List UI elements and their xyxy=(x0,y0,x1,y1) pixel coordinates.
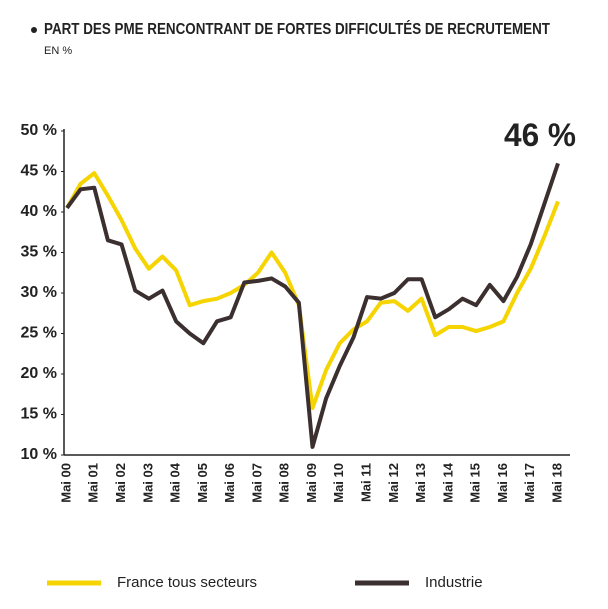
y-tick-label: 25 % xyxy=(21,325,57,342)
x-tick-label: Mai 17 xyxy=(522,463,537,503)
x-tick-label: Mai 01 xyxy=(86,463,101,503)
x-tick-label: Mai 11 xyxy=(358,463,373,502)
y-tick-label: 15 % xyxy=(21,406,57,423)
x-tick-label: Mai 10 xyxy=(331,463,346,503)
x-tick-label: Mai 06 xyxy=(222,463,237,503)
x-tick-label: Mai 15 xyxy=(468,463,483,503)
x-tick-label: Mai 13 xyxy=(413,463,428,503)
y-tick-label: 20 % xyxy=(21,365,57,382)
chart-subtitle: EN % xyxy=(44,45,72,57)
annotation: 46 % xyxy=(504,117,576,153)
x-tick-label: Mai 12 xyxy=(386,463,401,503)
series-line xyxy=(65,171,560,411)
y-tick-label: 40 % xyxy=(21,203,57,220)
x-tick-label: Mai 08 xyxy=(277,463,292,503)
legend-label: France tous secteurs xyxy=(117,574,257,591)
title-bullet xyxy=(31,27,37,33)
x-tick-label: Mai 14 xyxy=(440,462,455,503)
y-tick-label: 10 % xyxy=(21,446,57,463)
y-tick-label: 50 % xyxy=(21,122,57,139)
x-tick-label: Mai 18 xyxy=(549,463,564,503)
x-tick-label: Mai 16 xyxy=(495,463,510,503)
x-tick-label: Mai 03 xyxy=(140,463,155,503)
y-tick-label: 30 % xyxy=(21,284,57,301)
x-tick-label: Mai 07 xyxy=(249,463,264,503)
x-tick-label: Mai 00 xyxy=(58,463,73,503)
chart-title: PART DES PME RENCONTRANT DE FORTES DIFFI… xyxy=(44,19,550,38)
x-tick-label: Mai 05 xyxy=(195,463,210,503)
x-tick-label: Mai 04 xyxy=(168,462,183,503)
y-tick-label: 35 % xyxy=(21,244,57,261)
x-tick-label: Mai 02 xyxy=(113,463,128,503)
series-line xyxy=(65,162,560,449)
y-tick-label: 45 % xyxy=(21,163,57,180)
legend-label: Industrie xyxy=(425,574,483,591)
x-tick-label: Mai 09 xyxy=(304,463,319,503)
